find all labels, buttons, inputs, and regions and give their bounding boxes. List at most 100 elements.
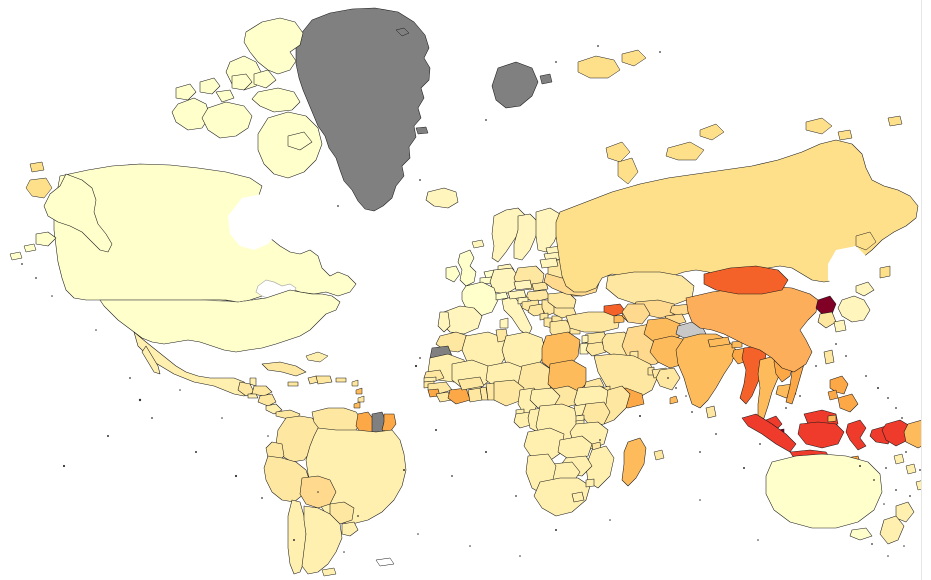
region-europe[interactable]	[425, 187, 601, 345]
country-indonesia-sumatra[interactable]	[741, 413, 797, 453]
country-israel[interactable]	[579, 342, 589, 355]
country-vanuatu[interactable]	[905, 463, 917, 475]
country-indonesia-kalimantan[interactable]	[797, 421, 845, 449]
country-cuba[interactable]	[261, 361, 307, 377]
country-canada-arctic-ellesmere[interactable]	[243, 17, 304, 75]
country-gambia[interactable]	[423, 376, 437, 383]
country-canada-arctic-victoria[interactable]	[201, 101, 253, 139]
country-switzerland[interactable]	[495, 291, 509, 301]
country-lesser-antilles-b[interactable]	[355, 387, 363, 395]
country-trinidad-tobago[interactable]	[353, 401, 361, 409]
country-greenland[interactable]	[295, 7, 431, 212]
country-slovakia[interactable]	[531, 281, 549, 292]
country-australia-tasmania[interactable]	[849, 527, 873, 541]
country-eswatini[interactable]	[585, 478, 595, 488]
country-lesser-antilles-c[interactable]	[357, 395, 365, 403]
country-nepal[interactable]	[707, 336, 731, 348]
country-russia-franz-josef-e[interactable]	[621, 49, 647, 67]
country-jamaica[interactable]	[287, 381, 299, 387]
faroe-islands[interactable]	[471, 239, 485, 249]
country-canada-arctic-isl-a[interactable]	[231, 73, 253, 91]
country-united-kingdom[interactable]	[457, 249, 477, 287]
country-zambia[interactable]	[557, 435, 593, 461]
country-indonesia-papua[interactable]	[881, 419, 911, 447]
country-canada-arctic-devon[interactable]	[251, 87, 301, 113]
country-oman[interactable]	[655, 367, 681, 391]
country-norway[interactable]	[491, 207, 527, 263]
country-bahamas[interactable]	[305, 351, 329, 363]
country-japan-kyushu[interactable]	[833, 319, 847, 333]
country-peru[interactable]	[263, 455, 311, 503]
region-south-america[interactable]	[263, 407, 407, 577]
country-russia-chukotka[interactable]	[25, 177, 53, 199]
country-russia-novaya-zemlya-n[interactable]	[605, 141, 631, 163]
country-usa[interactable]	[99, 289, 341, 353]
country-dominican-republic[interactable]	[315, 375, 333, 385]
country-usa-aleutians-c[interactable]	[9, 251, 23, 261]
country-russia-taymyr-isl[interactable]	[699, 123, 725, 141]
country-mexico[interactable]	[133, 331, 251, 397]
country-russia-kamchatka[interactable]	[855, 231, 877, 251]
country-lesotho[interactable]	[571, 491, 585, 503]
country-maldives[interactable]	[669, 395, 679, 405]
country-bosnia-herzegovina[interactable]	[527, 303, 545, 317]
country-mongolia[interactable]	[703, 265, 789, 295]
country-russia[interactable]	[555, 139, 919, 293]
country-indonesia-sulawesi[interactable]	[845, 419, 867, 451]
country-iceland[interactable]	[425, 187, 459, 209]
country-russia-novaya-zemlya-s[interactable]	[617, 157, 639, 185]
country-germany[interactable]	[489, 267, 519, 295]
country-philippines[interactable]	[829, 375, 849, 395]
country-canada-arctic-isl-c[interactable]	[175, 83, 197, 101]
country-tierra-del-fuego[interactable]	[321, 567, 337, 577]
country-mauritius[interactable]	[653, 449, 665, 461]
country-armenia[interactable]	[613, 314, 625, 324]
country-usa-aleutians-b[interactable]	[23, 243, 37, 253]
country-india[interactable]	[675, 333, 737, 409]
country-georgia[interactable]	[603, 303, 627, 317]
country-south-africa[interactable]	[533, 477, 591, 517]
region-north-america[interactable]	[9, 7, 431, 421]
country-south-korea[interactable]	[817, 311, 837, 329]
territory-svalbard[interactable]	[491, 61, 539, 109]
country-turkey[interactable]	[565, 311, 621, 333]
country-sri-lanka[interactable]	[705, 405, 717, 419]
country-russia-wrangel[interactable]	[837, 129, 853, 141]
country-mexico-baja[interactable]	[141, 345, 161, 375]
country-china[interactable]	[685, 285, 819, 373]
territory-svalbard-east[interactable]	[539, 73, 553, 85]
country-argentina[interactable]	[301, 505, 343, 575]
country-italy-sardinia[interactable]	[499, 317, 509, 329]
country-turkmenistan[interactable]	[621, 303, 651, 325]
country-angola[interactable]	[523, 427, 565, 463]
country-russia-franz-josef[interactable]	[577, 55, 621, 79]
country-russia-new-siberian[interactable]	[805, 117, 833, 135]
country-nicaragua[interactable]	[257, 393, 277, 407]
country-russia-arctic-isl[interactable]	[887, 115, 903, 127]
country-brunei[interactable]	[827, 414, 837, 423]
country-japan[interactable]	[855, 281, 875, 297]
country-russia-sakhalin[interactable]	[879, 265, 891, 279]
country-finland[interactable]	[535, 207, 561, 253]
country-madagascar[interactable]	[621, 437, 647, 487]
country-czechia[interactable]	[513, 279, 533, 291]
country-usa-aleutians-a[interactable]	[35, 231, 57, 247]
region-africa[interactable]	[423, 328, 665, 517]
country-ireland[interactable]	[445, 265, 461, 283]
country-new-zealand-south[interactable]	[879, 515, 905, 545]
country-taiwan[interactable]	[823, 349, 835, 365]
country-kazakhstan[interactable]	[605, 271, 695, 307]
country-lebanon[interactable]	[581, 334, 589, 344]
country-italy[interactable]	[501, 295, 533, 337]
country-lithuania[interactable]	[539, 257, 559, 269]
country-portugal[interactable]	[437, 311, 451, 333]
country-puerto-rico[interactable]	[335, 377, 347, 383]
country-canada-arctic-banks[interactable]	[171, 97, 211, 131]
country-sweden[interactable]	[513, 213, 539, 261]
country-philippines-visayas[interactable]	[827, 389, 839, 401]
country-honduras[interactable]	[251, 385, 273, 397]
country-russia-severnaya-zemlya[interactable]	[665, 141, 705, 161]
country-solomon-islands[interactable]	[893, 453, 905, 465]
